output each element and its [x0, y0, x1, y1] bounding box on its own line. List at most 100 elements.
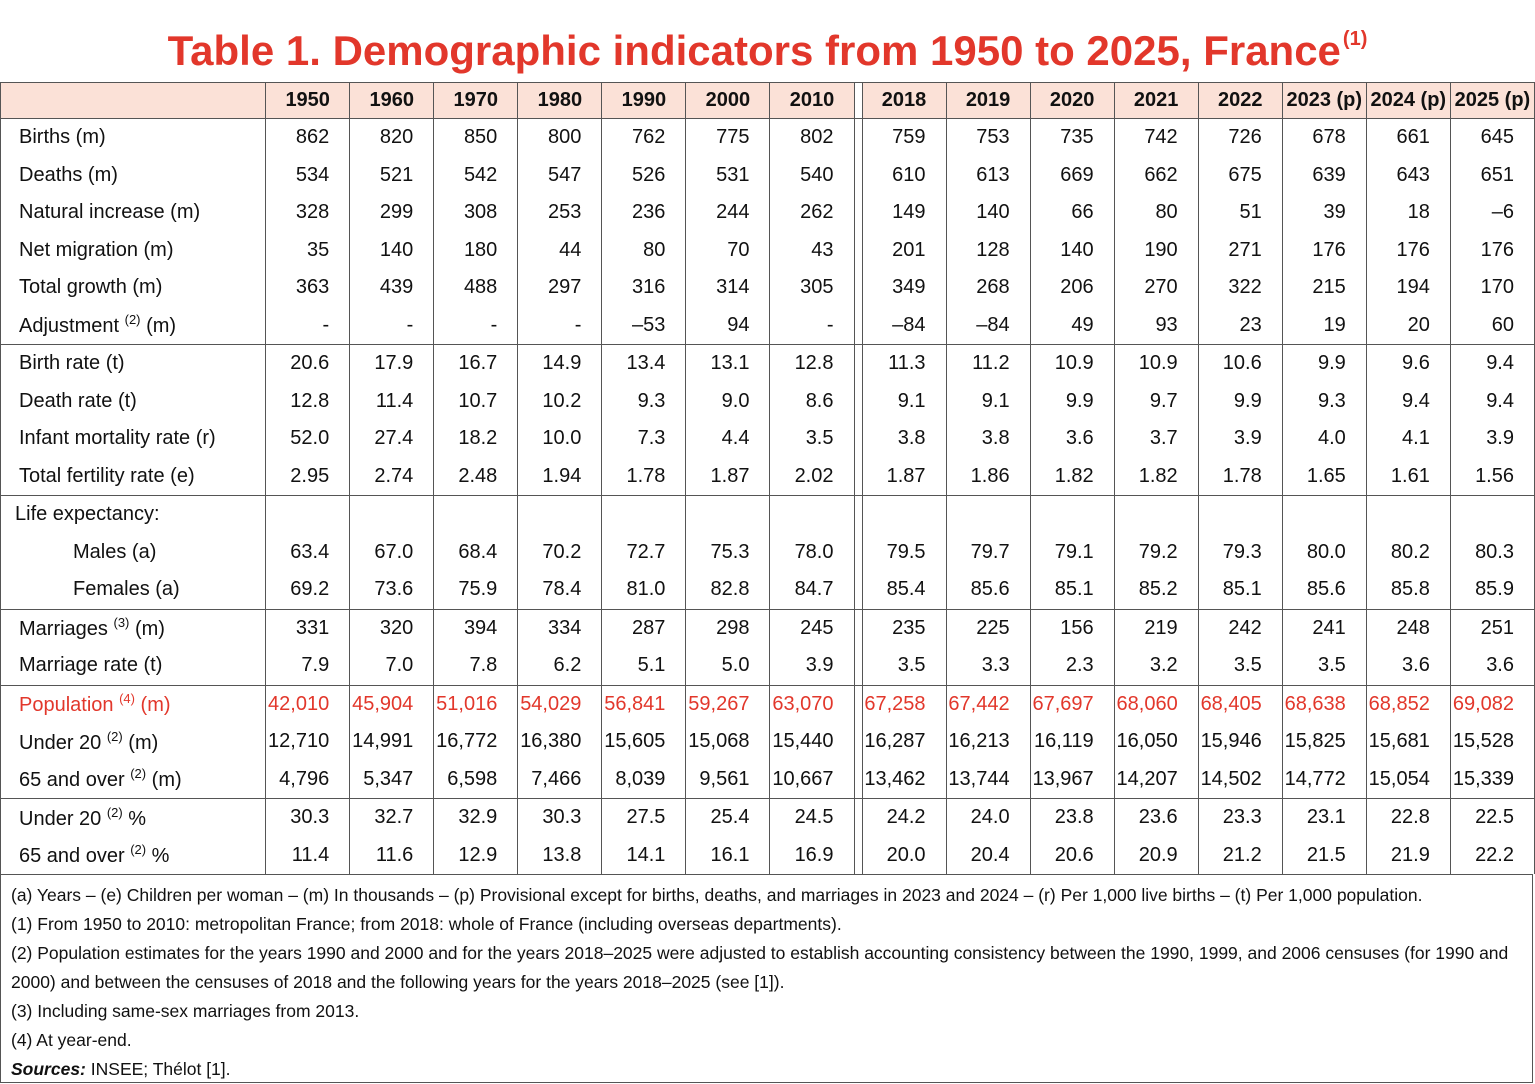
label-text: Marriage rate (t)	[19, 654, 163, 677]
cell: 79.5	[861, 533, 947, 571]
cell: -	[349, 306, 434, 345]
row-label: Infant mortality rate (r)	[0, 420, 266, 458]
cell: 7.8	[433, 647, 518, 685]
cell: 322	[1197, 269, 1283, 307]
cell: 16.9	[769, 836, 854, 874]
separator	[853, 156, 863, 194]
cell: 2.95	[265, 457, 350, 496]
row-label: 65 and over (2) (m)	[0, 760, 266, 799]
cell: 14,991	[349, 723, 434, 761]
cell: 23.3	[1197, 798, 1283, 837]
cell: 190	[1113, 231, 1199, 269]
header-cell	[0, 82, 266, 119]
cell: 1.56	[1449, 457, 1535, 496]
label-unit: (m)	[146, 315, 177, 338]
cell: 534	[265, 156, 350, 194]
cell: 56,841	[601, 685, 686, 723]
cell: 22.8	[1365, 798, 1451, 837]
cell: 9.4	[1449, 382, 1535, 420]
cell: 236	[601, 194, 686, 232]
label-note: (2)	[130, 766, 147, 782]
cell: 802	[769, 118, 854, 157]
cell: 35	[265, 231, 350, 269]
row-label: Marriages (3) (m)	[0, 609, 266, 647]
note: (a) Years – (e) Children per woman – (m)…	[11, 885, 1423, 905]
cell: 331	[265, 609, 350, 647]
cell: 51	[1197, 194, 1283, 232]
cell: 2.48	[433, 457, 518, 496]
column-header: 2020	[1029, 82, 1115, 119]
cell: 9.9	[1029, 382, 1115, 420]
cell: 19	[1281, 306, 1367, 345]
row-label: Birth rate (t)	[0, 344, 266, 383]
cell	[685, 495, 770, 534]
cell: 16,772	[433, 723, 518, 761]
cell: 20	[1365, 306, 1451, 345]
label-text: Under 20	[19, 731, 102, 754]
cell: –53	[601, 306, 686, 345]
cell: 862	[265, 118, 350, 157]
cell: 9.3	[1281, 382, 1367, 420]
cell: 540	[769, 156, 854, 194]
cell: 299	[349, 194, 434, 232]
row-group: Population (4) (m) 42,010 45,904 51,016 54,0…	[0, 685, 1535, 799]
cell: 16.7	[433, 344, 518, 383]
cell: 547	[517, 156, 602, 194]
cell: -	[517, 306, 602, 345]
row-label: Death rate (t)	[0, 382, 266, 420]
row: Total growth (m) 363 439 488 297 316 314 305 349…	[0, 269, 1535, 307]
cell: 235	[861, 609, 947, 647]
cell: 80.2	[1365, 533, 1451, 571]
cell: –84	[945, 306, 1031, 345]
cell: 4.0	[1281, 420, 1367, 458]
cell: 94	[685, 306, 770, 345]
row-label: Net migration (m)	[0, 231, 266, 269]
cell: 11.6	[349, 836, 434, 874]
label-note: (2)	[124, 312, 141, 328]
cell: 800	[517, 118, 602, 157]
cell: 201	[861, 231, 947, 269]
title-text: Table 1. Demographic indicators from 195…	[167, 27, 1341, 74]
cell: 66	[1029, 194, 1115, 232]
cell: 59,267	[685, 685, 770, 723]
cell: 7.9	[265, 647, 350, 685]
cell: 9.0	[685, 382, 770, 420]
cell: -	[769, 306, 854, 345]
row: Birth rate (t) 20.6 17.9 16.7 14.9 13.4 13.1 12…	[0, 344, 1535, 383]
table: 1950 1960 1970 1980 1990 2000 2010 2018 2019 2020…	[0, 82, 1535, 874]
cell: 85.1	[1029, 571, 1115, 609]
cell: 610	[861, 156, 947, 194]
cell: 759	[861, 118, 947, 157]
label-text: Adjustment	[19, 315, 120, 338]
separator	[853, 269, 863, 307]
cell: 316	[601, 269, 686, 307]
separator	[853, 306, 863, 345]
cell: –6	[1449, 194, 1535, 232]
cell	[265, 495, 350, 534]
cell: 85.1	[1197, 571, 1283, 609]
cell: 67,258	[861, 685, 947, 723]
cell: 10,667	[769, 760, 854, 799]
cell: 79.2	[1113, 533, 1199, 571]
cell	[945, 495, 1031, 534]
cell: 180	[433, 231, 518, 269]
row: Deaths (m) 534 521 542 547 526 531 540 610 613 669…	[0, 156, 1535, 194]
cell: 253	[517, 194, 602, 232]
cell	[1197, 495, 1283, 534]
cell: 643	[1365, 156, 1451, 194]
cell: 308	[433, 194, 518, 232]
row: Marriage rate (t) 7.9 7.0 7.8 6.2 5.1 5.0 3.9 3.…	[0, 647, 1535, 685]
label-text: Deaths (m)	[19, 163, 118, 186]
row-label: Births (m)	[0, 118, 266, 157]
cell: 16.1	[685, 836, 770, 874]
cell: 4.4	[685, 420, 770, 458]
cell: 9.4	[1365, 382, 1451, 420]
cell	[861, 495, 947, 534]
cell: 6.2	[517, 647, 602, 685]
cell: 18	[1365, 194, 1451, 232]
cell: 14,502	[1197, 760, 1283, 799]
cell: 85.6	[1281, 571, 1367, 609]
notes: (a) Years – (e) Children per woman – (m)…	[0, 874, 1533, 1083]
sources-text: INSEE; Thélot [1].	[90, 1059, 231, 1079]
row-group: Life expectancy: Males (a) 63.4 67.0 68.4 70.…	[0, 495, 1535, 609]
